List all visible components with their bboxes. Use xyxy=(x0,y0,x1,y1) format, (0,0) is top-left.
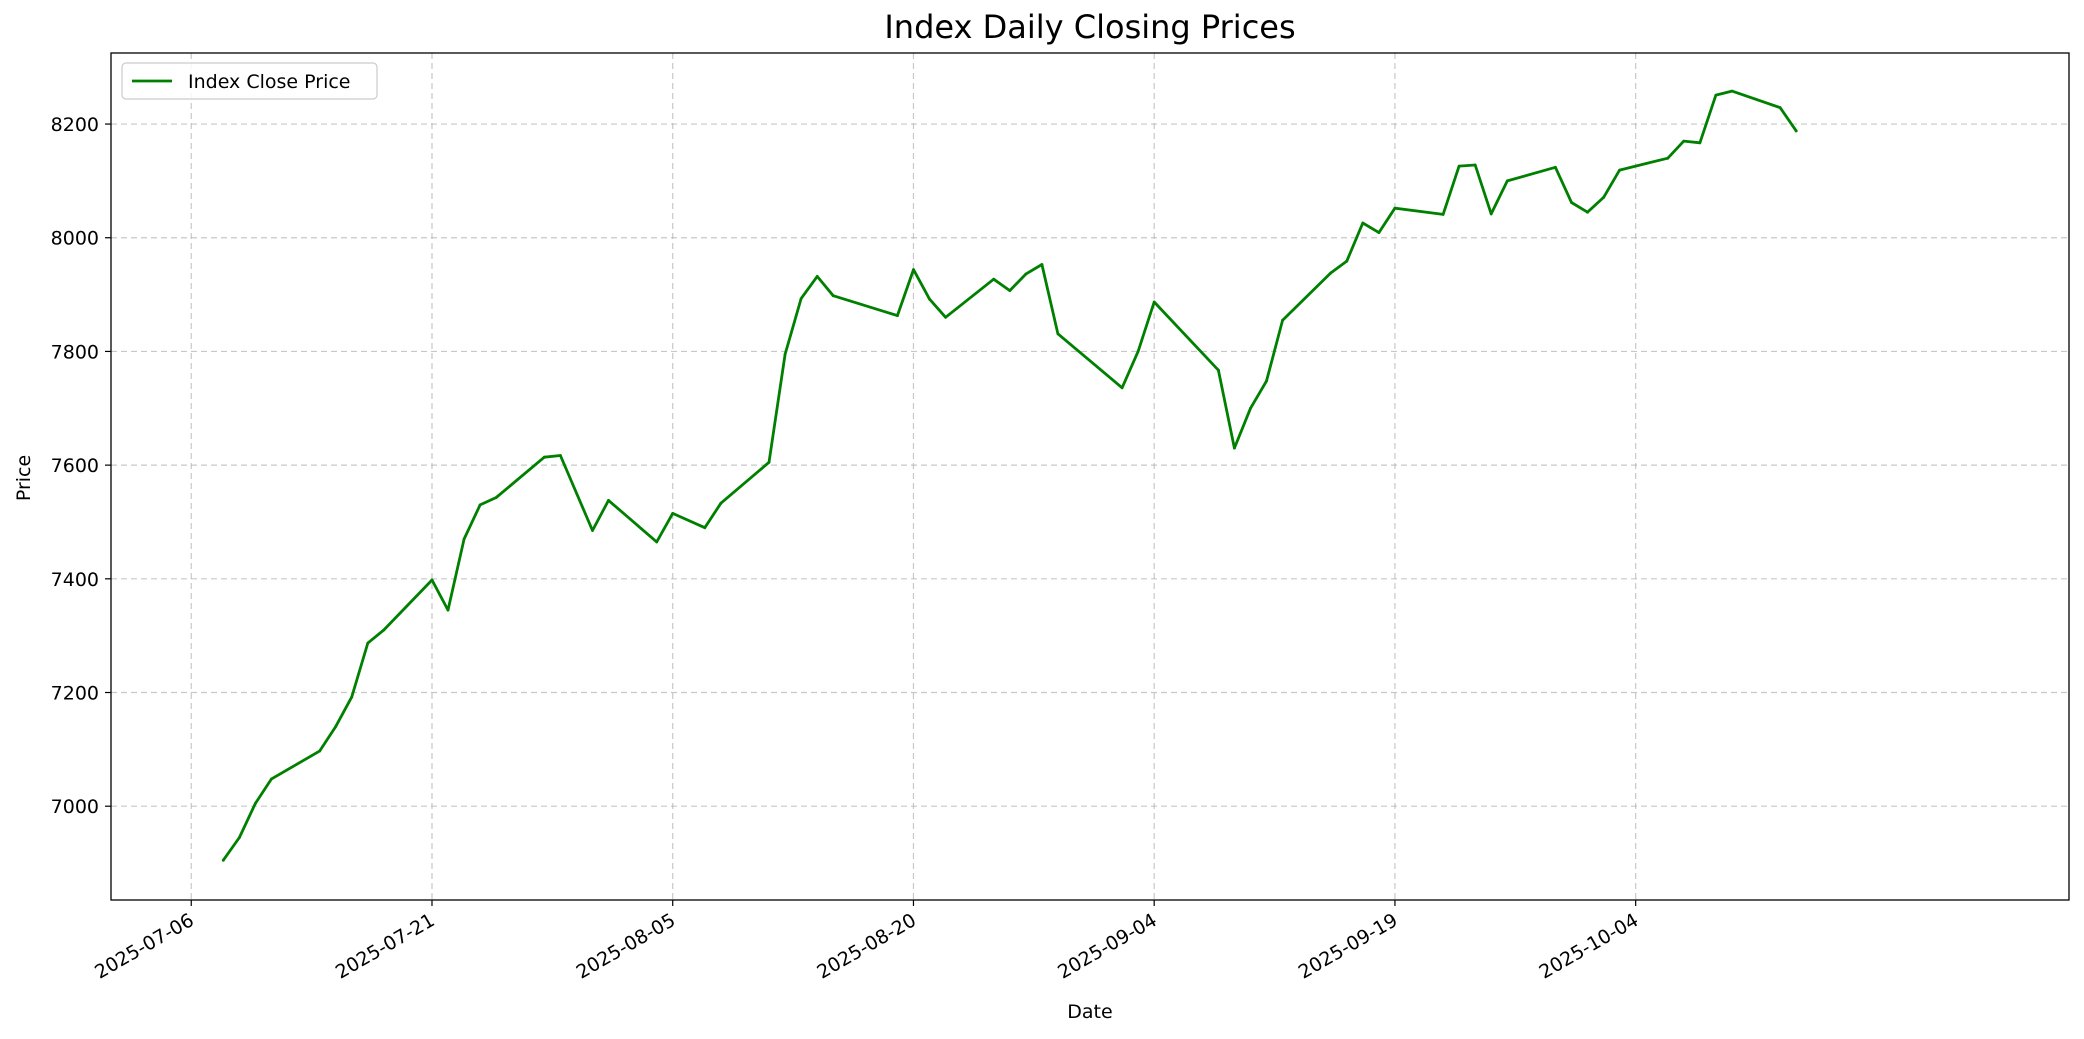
data-point xyxy=(1393,206,1397,210)
data-point xyxy=(1233,446,1236,450)
data-point xyxy=(591,529,594,532)
data-point xyxy=(1714,93,1718,97)
data-point xyxy=(1265,379,1268,383)
chart-title: Index Daily Closing Prices xyxy=(884,8,1295,46)
data-point xyxy=(334,725,338,728)
data-point xyxy=(992,277,996,281)
data-point xyxy=(671,512,675,515)
y-tick-label: 7600 xyxy=(51,455,99,477)
data-point xyxy=(799,297,803,300)
data-point xyxy=(703,526,707,530)
series-lines xyxy=(221,89,1798,862)
data-point xyxy=(1281,318,1284,322)
y-tick-label: 7400 xyxy=(51,569,99,591)
data-point xyxy=(270,777,273,781)
data-point xyxy=(1136,350,1140,353)
data-point xyxy=(1249,406,1252,410)
data-point xyxy=(783,352,787,356)
data-point xyxy=(1345,259,1349,263)
data-point xyxy=(430,578,434,582)
legend: Index Close Price xyxy=(121,62,378,100)
data-point xyxy=(1024,272,1028,276)
data-point xyxy=(366,641,370,645)
data-point xyxy=(462,537,466,541)
legend-box xyxy=(121,62,378,100)
data-point xyxy=(767,460,771,464)
data-point xyxy=(1457,164,1461,168)
data-point xyxy=(944,315,947,319)
data-point xyxy=(719,501,723,505)
y-tick-label: 7800 xyxy=(51,341,99,363)
legend-label: Index Close Price xyxy=(188,71,351,93)
data-point xyxy=(1329,271,1333,275)
plot-frame xyxy=(110,52,2070,901)
y-tick-label: 7000 xyxy=(51,796,99,818)
data-point xyxy=(1794,129,1798,133)
data-point xyxy=(1441,213,1445,216)
data-point xyxy=(1682,139,1686,143)
y-axis-label: Price xyxy=(13,455,35,501)
data-point xyxy=(1377,231,1381,235)
data-point xyxy=(1698,141,1702,145)
data-point xyxy=(1730,89,1734,93)
data-point xyxy=(221,858,225,862)
data-point xyxy=(1120,386,1124,390)
x-axis-label: Date xyxy=(1067,1001,1112,1023)
data-point xyxy=(559,454,562,457)
grid-lines xyxy=(111,53,2069,900)
data-point xyxy=(1666,156,1670,160)
data-point xyxy=(1056,332,1060,336)
data-point xyxy=(1554,165,1557,169)
data-point xyxy=(350,695,354,699)
data-point xyxy=(1586,210,1589,214)
data-point xyxy=(1505,179,1509,183)
data-point xyxy=(1778,106,1782,109)
y-tick-label: 8000 xyxy=(51,228,99,250)
data-point xyxy=(382,628,386,632)
data-point xyxy=(928,297,931,301)
data-point xyxy=(1489,212,1493,216)
data-point xyxy=(912,268,915,271)
data-point xyxy=(1008,289,1012,292)
data-point xyxy=(1217,368,1220,372)
data-point xyxy=(1361,221,1365,225)
data-point xyxy=(238,836,241,839)
data-point xyxy=(1040,263,1044,266)
data-point xyxy=(831,294,835,298)
data-point xyxy=(1570,201,1573,204)
data-point xyxy=(1152,300,1156,304)
data-point xyxy=(254,802,257,805)
data-point xyxy=(896,314,899,317)
series-line xyxy=(221,89,1798,862)
data-point xyxy=(1602,196,1605,199)
data-point xyxy=(1618,168,1621,172)
data-point xyxy=(494,496,498,499)
data-point xyxy=(542,455,546,459)
y-tick-label: 7200 xyxy=(51,683,99,705)
data-point xyxy=(815,275,819,278)
data-point xyxy=(478,503,482,507)
data-point xyxy=(1473,163,1477,167)
data-point xyxy=(607,499,610,502)
data-point xyxy=(655,540,659,544)
data-point xyxy=(318,749,321,753)
data-point xyxy=(446,608,450,612)
y-tick-label: 8200 xyxy=(51,114,99,136)
